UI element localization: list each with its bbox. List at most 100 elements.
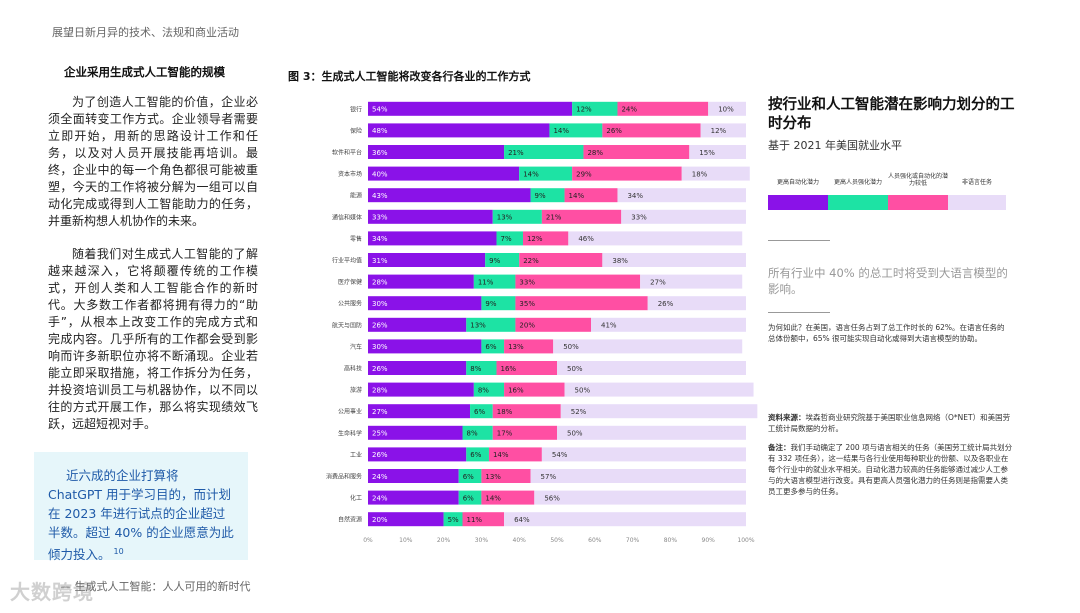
bar-segment xyxy=(368,166,520,181)
bar-segment xyxy=(466,317,516,332)
bar-segment xyxy=(515,274,641,289)
bar-segment xyxy=(368,339,482,354)
footnote-ref: 10 xyxy=(113,547,124,556)
page-footer: — 生成式人工智能：人人可用的新时代 xyxy=(60,580,251,593)
bar-segment xyxy=(530,188,565,203)
x-tick-label: 0% xyxy=(363,537,373,544)
bar-segment xyxy=(568,231,743,246)
x-tick-label: 30% xyxy=(475,537,489,544)
bar-segment xyxy=(572,101,618,116)
data-label: 14% xyxy=(523,170,539,178)
data-label: 26% xyxy=(372,451,388,459)
data-label: 34% xyxy=(372,235,388,243)
category-label: 医疗保健 xyxy=(338,278,362,286)
source-note: 资料来源：埃森哲商业研究院基于美国职业信息网络（O*NET）和美国劳工统计局数据… xyxy=(768,413,1011,433)
data-label: 48% xyxy=(372,127,388,135)
data-label: 26% xyxy=(658,300,674,308)
bar-segment xyxy=(473,382,505,397)
data-label: 26% xyxy=(372,365,388,373)
category-label: 公共服务 xyxy=(338,300,362,308)
explanation-note: 为何如此？在美国，语言任务占到了总工作时长的 62%。在语言任务的总体份额中，6… xyxy=(768,323,1005,343)
data-label: 6% xyxy=(470,451,481,459)
bar-segment xyxy=(549,123,603,138)
data-label: 25% xyxy=(372,430,388,438)
callout-box: 近六成的企业打算将 ChatGPT 用于学习目的，而计划在 2023 年进行试点… xyxy=(34,452,248,562)
data-label: 41% xyxy=(601,322,617,330)
x-tick-label: 90% xyxy=(702,537,716,544)
data-label: 20% xyxy=(372,516,388,524)
bar-segment xyxy=(519,253,603,267)
bar-segment xyxy=(368,231,497,246)
bar-segment xyxy=(492,404,561,419)
category-label: 行业平均值 xyxy=(332,257,362,265)
data-label: 12% xyxy=(711,127,727,135)
data-label: 9% xyxy=(485,300,496,308)
data-label: 6% xyxy=(485,343,496,351)
data-label: 50% xyxy=(567,365,583,373)
bar-segment xyxy=(617,188,746,203)
bar-segment xyxy=(522,231,569,246)
data-label: 31% xyxy=(372,257,388,265)
bar-segment xyxy=(462,512,505,527)
category-label: 自然资源 xyxy=(338,516,362,524)
data-label: 24% xyxy=(372,473,388,481)
bar-segment xyxy=(681,166,750,181)
left-column: 企业采用生成式人工智能的规模 为了创造人工智能的价值，企业必须全面转变工作方式。… xyxy=(48,64,258,433)
bar-segment xyxy=(368,447,467,462)
paragraph-2: 随着我们对生成式人工智能的了解越来越深入，它将颠覆传统的工作模式，开创人类和人工… xyxy=(48,247,258,431)
data-label: 15% xyxy=(699,149,715,157)
data-label: 11% xyxy=(478,278,494,286)
bar-segment xyxy=(504,339,554,354)
category-label: 航天与国防 xyxy=(332,321,362,329)
legend-label: 更高自动化潜力 xyxy=(776,179,819,186)
data-label: 50% xyxy=(563,343,579,351)
data-label: 36% xyxy=(372,149,388,157)
bar-segment xyxy=(481,469,531,483)
category-label: 通信和媒体 xyxy=(332,213,362,221)
data-label: 29% xyxy=(576,170,592,178)
x-tick-label: 50% xyxy=(550,537,564,544)
data-label: 8% xyxy=(467,430,478,438)
x-tick-label: 60% xyxy=(588,537,602,544)
data-label: 14% xyxy=(569,192,585,200)
data-label: 50% xyxy=(567,430,583,438)
bar-segment xyxy=(553,339,743,354)
bar-segment xyxy=(485,253,520,267)
callout-text: 近六成的企业打算将 ChatGPT 用于学习目的，而计划在 2023 年进行试点… xyxy=(48,468,234,563)
category-label: 高科技 xyxy=(344,365,362,373)
bar-segment xyxy=(560,404,758,419)
data-label: 26% xyxy=(372,322,388,330)
data-label: 34% xyxy=(627,192,643,200)
divider-1 xyxy=(768,240,830,241)
data-label: 30% xyxy=(372,343,388,351)
data-label: 9% xyxy=(535,192,546,200)
x-tick-label: 100% xyxy=(737,537,754,544)
category-label: 能源 xyxy=(350,192,362,200)
legend-label: 更高人员强化潜力 xyxy=(833,179,882,186)
data-label: 27% xyxy=(372,408,388,416)
bar-segment xyxy=(368,123,550,138)
bar-segment xyxy=(504,382,565,397)
data-label: 33% xyxy=(372,214,388,222)
category-label: 化工 xyxy=(350,494,362,502)
data-label: 24% xyxy=(621,106,637,114)
stacked-bar-chart: 银行 54% 12% 24% 10% 保险 48% 14% 26% 12% 软件和平台 36% 21% 2… xyxy=(326,101,758,544)
bar-segment xyxy=(481,339,505,354)
data-label: 27% xyxy=(650,278,666,286)
bar-segment xyxy=(515,317,592,332)
bar-segment xyxy=(602,123,701,138)
bar-segment xyxy=(541,209,622,224)
category-label: 资本市场 xyxy=(338,170,362,178)
bar-segment xyxy=(368,469,459,483)
bar-segment xyxy=(617,101,709,116)
data-label: 21% xyxy=(546,214,562,222)
remark-note: 备注：我们手动确定了 200 项与语言相关的任务（美国劳工统计局共划分有 332… xyxy=(768,443,1013,496)
category-label: 工业 xyxy=(350,451,362,459)
data-label: 6% xyxy=(463,473,474,481)
data-label: 18% xyxy=(497,408,513,416)
data-label: 22% xyxy=(523,257,539,265)
x-tick-label: 80% xyxy=(664,537,678,544)
data-label: 28% xyxy=(372,386,388,394)
bar-segment xyxy=(488,447,542,462)
bar-segment xyxy=(368,209,493,224)
